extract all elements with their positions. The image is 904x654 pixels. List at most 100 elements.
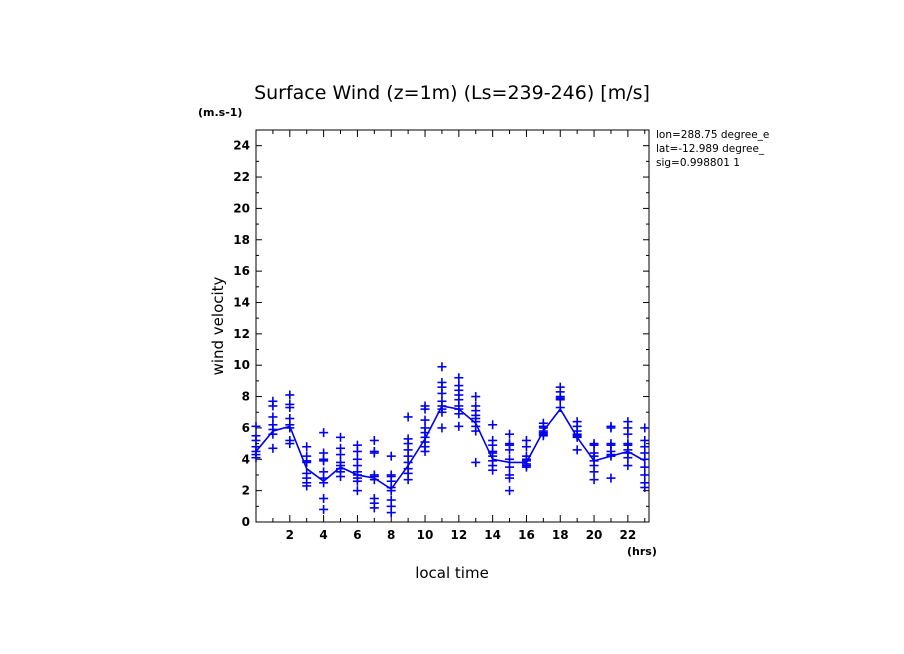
info-line-sig: sig=0.998801 1 (656, 157, 740, 169)
wind-sample-marker (589, 440, 599, 450)
wind-sample-marker (454, 421, 464, 431)
wind-sample-marker (386, 451, 396, 461)
wind-sample-marker (606, 423, 616, 433)
wind-sample-marker (386, 486, 396, 496)
wind-sample-marker (336, 450, 346, 460)
wind-sample-marker (471, 392, 481, 402)
y-tick-label: 6 (242, 421, 250, 435)
wind-sample-marker (319, 493, 329, 503)
y-tick-label: 20 (233, 201, 250, 215)
wind-sample-marker (268, 401, 278, 411)
y-axis-label: wind velocity (209, 276, 227, 375)
y-tick-label: 2 (242, 484, 250, 498)
wind-sample-marker (403, 475, 413, 485)
wind-sample-marker (268, 429, 278, 439)
wind-sample-marker (352, 486, 362, 496)
wind-sample-marker (268, 443, 278, 453)
wind-sample-marker (471, 457, 481, 467)
wind-sample-marker (369, 503, 379, 513)
wind-sample-marker (302, 442, 312, 452)
wind-sample-marker (319, 504, 329, 514)
wind-sample-marker (336, 472, 346, 482)
wind-sample-marker (538, 431, 548, 441)
wind-sample-marker (589, 475, 599, 485)
y-tick-label: 16 (233, 264, 250, 278)
wind-sample-marker (437, 388, 447, 398)
y-tick-label: 18 (233, 233, 250, 247)
wind-sample-marker (352, 446, 362, 456)
x-tick-label: 8 (387, 528, 395, 542)
x-tick-label: 4 (319, 528, 327, 542)
y-tick-label: 0 (242, 515, 250, 529)
wind-sample-marker (488, 465, 498, 475)
wind-sample-marker (521, 442, 531, 452)
wind-sample-marker (505, 462, 515, 472)
x-tick-label: 14 (484, 528, 501, 542)
info-line-lon: lon=288.75 degree_e (656, 129, 769, 141)
wind-sample-marker (420, 404, 430, 414)
wind-sample-marker (302, 481, 312, 491)
y-tick-label: 4 (242, 452, 250, 466)
wind-sample-marker (437, 423, 447, 433)
wind-sample-marker (623, 429, 633, 439)
wind-sample-marker (437, 407, 447, 417)
wind-sample-marker (640, 454, 650, 464)
wind-sample-marker (319, 428, 329, 438)
wind-sample-marker (251, 453, 261, 463)
wind-sample-marker (505, 445, 515, 455)
x-tick-label: 20 (586, 528, 603, 542)
wind-sample-marker (623, 461, 633, 471)
wind-sample-marker (268, 412, 278, 422)
y-units-label: (m.s-1) (198, 106, 242, 119)
wind-sample-marker (606, 473, 616, 483)
wind-sample-marker (319, 478, 329, 488)
wind-sample-marker (471, 426, 481, 436)
x-tick-label: 16 (518, 528, 535, 542)
wind-sample-marker (572, 432, 582, 442)
wind-sample-marker (505, 486, 515, 496)
wind-sample-marker (623, 453, 633, 463)
wind-sample-marker (285, 423, 295, 433)
wind-sample-marker (352, 476, 362, 486)
plot-frame (255, 129, 650, 523)
y-tick-label: 22 (233, 170, 250, 184)
wind-sample-marker (336, 432, 346, 442)
y-tick-label: 8 (242, 390, 250, 404)
wind-sample-marker (302, 457, 312, 467)
y-tick-label: 14 (233, 295, 250, 309)
wind-sample-marker (403, 412, 413, 422)
x-axis: 2 4 6 8 10 12 14 16 18 20 22 (272, 130, 646, 542)
wind-sample-marker (488, 420, 498, 430)
info-line-lat: lat=-12.989 degree_ (656, 143, 765, 155)
wind-sample-marker (521, 462, 531, 472)
wind-sample-marker (437, 362, 447, 372)
x-axis-label: local time (415, 564, 489, 582)
wind-sample-marker (420, 446, 430, 456)
wind-sample-marker (640, 483, 650, 493)
wind-sample-marker (589, 467, 599, 477)
mean-wind-line (255, 405, 646, 491)
x-tick-label: 12 (450, 528, 467, 542)
wind-sample-marker (640, 423, 650, 433)
wind-sample-marker (285, 439, 295, 449)
wind-sample-marker (420, 415, 430, 425)
wind-sample-marker (606, 451, 616, 461)
wind-sample-marker (454, 409, 464, 419)
wind-sample-marker (454, 373, 464, 383)
wind-sample-marker (505, 454, 515, 464)
wind-sample-marker (572, 445, 582, 455)
y-tick-label: 10 (233, 358, 250, 372)
wind-sample-marker (369, 475, 379, 485)
wind-sample-marker (386, 508, 396, 518)
wind-sample-marker (555, 395, 565, 405)
x-tick-label: 10 (417, 528, 434, 542)
wind-sample-marker (251, 421, 261, 431)
wind-sample-marker (285, 403, 295, 413)
wind-sample-marker (505, 429, 515, 439)
wind-sample-marker (640, 462, 650, 472)
x-tick-label: 6 (353, 528, 361, 542)
wind-sample-marker (319, 456, 329, 466)
y-tick-label: 12 (233, 327, 250, 341)
